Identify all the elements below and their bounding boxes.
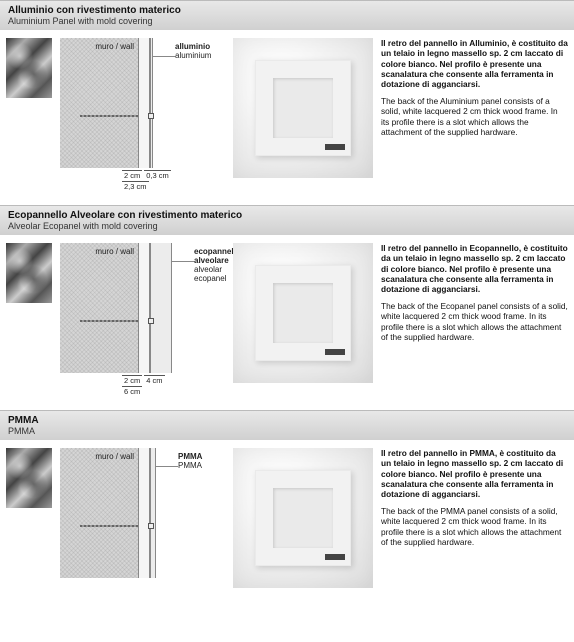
description-text: Il retro del pannello in Ecopannello, è … (381, 243, 568, 396)
wall-label: muro / wall (95, 42, 134, 51)
description-text: Il retro del pannello in PMMA, è costitu… (381, 448, 568, 588)
wall-layer (60, 243, 138, 373)
section-title-en: Aluminium Panel with mold covering (8, 16, 566, 26)
section-content: muro / wall PMMAPMMA Il retro del pannello… (0, 440, 574, 592)
frame-layer (138, 38, 150, 168)
panel-label-it: alluminioaluminium (175, 42, 211, 60)
cross-section-diagram: muro / wallecopannello alveolarealveolar… (60, 243, 225, 396)
section-title-it: Alluminio con rivestimento materico (8, 5, 566, 16)
section-title-en: Alveolar Ecopanel with mold covering (8, 221, 566, 231)
desc-en: The back of the Ecopanel panel consists … (381, 301, 568, 342)
material-layer (150, 448, 156, 578)
desc-it: Il retro del pannello in Alluminio, è co… (381, 38, 568, 90)
product-photo (233, 243, 373, 383)
cross-section-diagram: muro / wall PMMAPMMA (60, 448, 225, 588)
wall-layer (60, 448, 138, 578)
product-photo (233, 38, 373, 178)
brand-badge (325, 349, 345, 355)
artwork-thumbnail (6, 448, 52, 508)
dimension-labels: 2 cm0,3 cm2,3 cm (60, 170, 225, 191)
brand-badge (325, 554, 345, 560)
material-layer (150, 243, 172, 373)
label-underline (156, 466, 178, 467)
mounting-screw-icon (80, 113, 154, 119)
section-content: muro / wall alluminioaluminium 2 cm0,3 cm2… (0, 30, 574, 195)
panel-section: Ecopannello Alveolare con rivestimento m… (0, 205, 574, 400)
panel-label-it: PMMAPMMA (178, 452, 202, 470)
section-header: Alluminio con rivestimento matericoAlumi… (0, 0, 574, 30)
wall-label: muro / wall (95, 452, 134, 461)
brand-badge (325, 144, 345, 150)
section-header: Ecopannello Alveolare con rivestimento m… (0, 205, 574, 235)
desc-it: Il retro del pannello in Ecopannello, è … (381, 243, 568, 295)
description-text: Il retro del pannello in Alluminio, è co… (381, 38, 568, 191)
label-underline (172, 261, 194, 262)
frame-layer (138, 243, 150, 373)
section-content: muro / wallecopannello alveolarealveolar… (0, 235, 574, 400)
panel-section: Alluminio con rivestimento matericoAlumi… (0, 0, 574, 195)
panel-section: PMMAPMMA muro / wall PMMAPMMA Il retro del … (0, 410, 574, 592)
desc-en: The back of the PMMA panel consists of a… (381, 506, 568, 547)
material-layer (150, 38, 153, 168)
desc-it: Il retro del pannello in PMMA, è costitu… (381, 448, 568, 500)
section-header: PMMAPMMA (0, 410, 574, 440)
dimension-labels: 2 cm4 cm6 cm (60, 375, 225, 396)
label-underline (153, 56, 175, 57)
section-title-en: PMMA (8, 426, 566, 436)
artwork-thumbnail (6, 243, 52, 303)
mounting-screw-icon (80, 523, 154, 529)
section-title-it: Ecopannello Alveolare con rivestimento m… (8, 210, 566, 221)
frame-layer (138, 448, 150, 578)
wall-layer (60, 38, 138, 168)
desc-en: The back of the Aluminium panel consists… (381, 96, 568, 137)
product-photo (233, 448, 373, 588)
mounting-screw-icon (80, 318, 154, 324)
section-title-it: PMMA (8, 415, 566, 426)
cross-section-diagram: muro / wall alluminioaluminium 2 cm0,3 cm2… (60, 38, 225, 191)
artwork-thumbnail (6, 38, 52, 98)
wall-label: muro / wall (95, 247, 134, 256)
